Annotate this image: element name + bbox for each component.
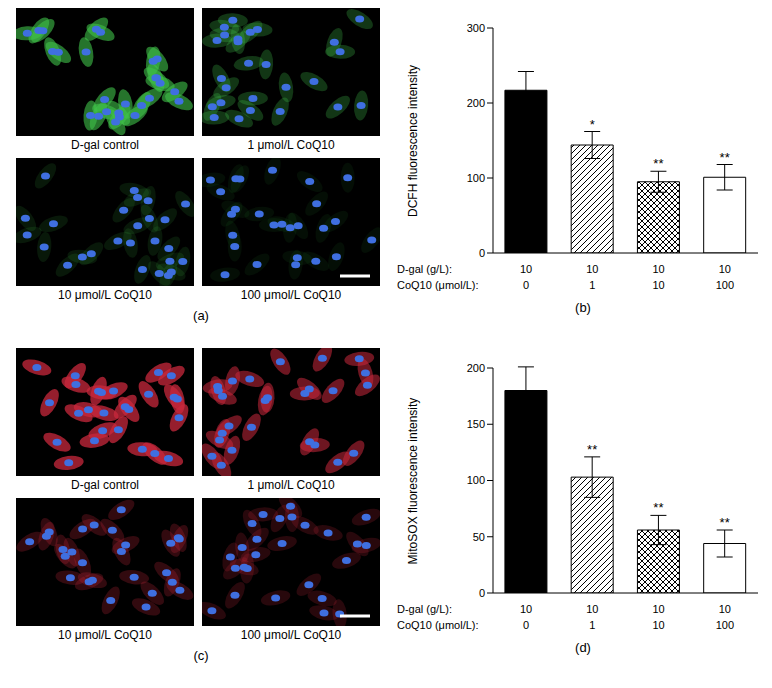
svg-text:10: 10 [520, 263, 532, 275]
html-text:100 μmol/L CoQ10: 100 μmol/L CoQ10 [240, 288, 342, 302]
html-text:MitoSOX fluorescence intensity: MitoSOX fluorescence intensity [406, 397, 420, 564]
svg-text:10: 10 [653, 263, 665, 275]
svg-text:0: 0 [523, 279, 529, 291]
svg-text:300: 300 [467, 22, 485, 34]
html-text:1 μmol/L CoQ10: 1 μmol/L CoQ10 [247, 478, 335, 492]
html-text:(d): (d) [575, 640, 591, 655]
svg-text:0: 0 [479, 247, 485, 259]
html-text:100 μmol/L CoQ10: 100 μmol/L CoQ10 [240, 628, 342, 642]
svg-text:100: 100 [467, 172, 485, 184]
svg-text:50: 50 [473, 531, 485, 543]
svg-text:**: ** [587, 442, 597, 457]
svg-text:100: 100 [716, 619, 734, 631]
html-text:(a): (a) [193, 308, 209, 323]
svg-text:10: 10 [586, 263, 598, 275]
svg-text:10: 10 [653, 279, 665, 291]
svg-text:**: ** [720, 150, 730, 165]
svg-text:10: 10 [653, 603, 665, 615]
svg-text:D-gal (g/L):: D-gal (g/L): [397, 263, 452, 275]
svg-text:CoQ10 (μmol/L):: CoQ10 (μmol/L): [397, 619, 479, 631]
svg-text:1: 1 [589, 279, 595, 291]
svg-text:100: 100 [716, 279, 734, 291]
html-text:(b): (b) [575, 300, 591, 315]
svg-text:0: 0 [479, 587, 485, 599]
svg-text:100: 100 [467, 474, 485, 486]
svg-text:CoQ10 (μmol/L):: CoQ10 (μmol/L): [397, 279, 479, 291]
html-text:D-gal control: D-gal control [71, 478, 139, 492]
svg-text:**: ** [653, 500, 663, 515]
svg-text:*: * [590, 117, 595, 132]
html-text:10 μmol/L CoQ10: 10 μmol/L CoQ10 [58, 628, 152, 642]
html-text:DCFH fluorescence intensity: DCFH fluorescence intensity [406, 64, 420, 217]
svg-text:10: 10 [653, 619, 665, 631]
svg-text:10: 10 [586, 603, 598, 615]
html-text:10 μmol/L CoQ10: 10 μmol/L CoQ10 [58, 288, 152, 302]
svg-text:**: ** [653, 156, 663, 171]
html-text:1 μmol/L CoQ10: 1 μmol/L CoQ10 [247, 138, 335, 152]
html-text:D-gal control: D-gal control [71, 138, 139, 152]
svg-text:200: 200 [467, 362, 485, 374]
svg-text:10: 10 [719, 603, 731, 615]
svg-text:1: 1 [589, 619, 595, 631]
svg-text:**: ** [720, 515, 730, 530]
svg-text:10: 10 [719, 263, 731, 275]
svg-text:0: 0 [523, 619, 529, 631]
svg-text:150: 150 [467, 418, 485, 430]
svg-text:200: 200 [467, 97, 485, 109]
html-text:(c): (c) [193, 648, 209, 663]
svg-text:10: 10 [520, 603, 532, 615]
svg-text:D-gal (g/L):: D-gal (g/L): [397, 603, 452, 615]
